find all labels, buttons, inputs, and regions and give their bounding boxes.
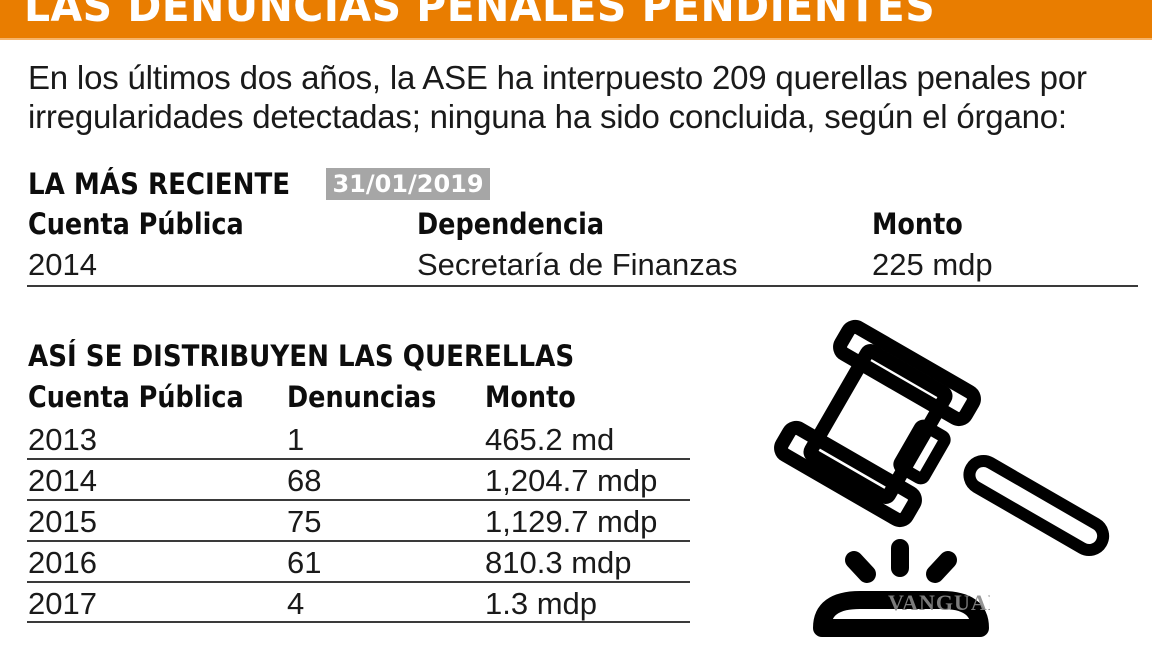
recent-col-cuenta-publica: Cuenta Pública xyxy=(28,207,244,241)
watermark: VANGUARDIA xyxy=(888,590,990,615)
table-row-2014-year: 2014 xyxy=(28,463,97,498)
table-row-divider xyxy=(27,458,690,460)
table-row-2013-year: 2013 xyxy=(28,422,97,457)
table-row-2015-year: 2015 xyxy=(28,504,97,539)
header-bar: LAS DENUNCIAS PENALES PENDIENTES xyxy=(0,0,1152,40)
table-row-divider xyxy=(27,540,690,542)
recent-col-monto: Monto xyxy=(872,207,963,241)
table-row-divider xyxy=(27,581,690,583)
table-row-2015-monto: 1,129.7 mdp xyxy=(485,504,658,539)
table-row-2014-monto: 1,204.7 mdp xyxy=(485,463,658,498)
recent-section-title: LA MÁS RECIENTE xyxy=(28,167,291,201)
table-row-2016-year: 2016 xyxy=(28,545,97,580)
table-row-2013-monto: 465.2 md xyxy=(485,422,615,457)
table-row-2017-monto: 1.3 mdp xyxy=(485,586,598,621)
recent-cell-monto: 225 mdp xyxy=(872,247,993,282)
recent-cell-dependencia: Secretaría de Finanzas xyxy=(417,247,738,282)
table-row-2017-denuncias: 4 xyxy=(287,586,305,621)
table-row-divider xyxy=(27,621,690,623)
distribution-section-title: ASÍ SE DISTRIBUYEN LAS QUERELLAS xyxy=(28,339,575,373)
intro-paragraph: En los últimos dos años, la ASE ha inter… xyxy=(28,58,1138,136)
intro-line-2: irregularidades detectadas; ninguna ha s… xyxy=(28,98,1067,135)
dist-col-cuenta-publica: Cuenta Pública xyxy=(28,380,244,414)
date-badge: 31/01/2019 xyxy=(326,168,490,200)
table-row-2016-denuncias: 61 xyxy=(287,545,322,580)
dist-col-denuncias: Denuncias xyxy=(287,380,437,414)
recent-col-dependencia: Dependencia xyxy=(417,207,605,241)
intro-line-1: En los últimos dos años, la ASE ha inter… xyxy=(28,59,1087,96)
recent-cell-year: 2014 xyxy=(28,247,97,282)
table-row-divider xyxy=(27,499,690,501)
recent-divider xyxy=(27,285,1138,287)
table-row-2015-denuncias: 75 xyxy=(287,504,322,539)
page-title: LAS DENUNCIAS PENALES PENDIENTES xyxy=(24,0,936,32)
table-row-2016-monto: 810.3 mdp xyxy=(485,545,632,580)
gavel-icon xyxy=(774,319,1110,637)
table-row-2017-year: 2017 xyxy=(28,586,97,621)
table-row-2014-denuncias: 68 xyxy=(287,463,322,498)
table-row-2013-denuncias: 1 xyxy=(287,422,305,457)
dist-col-monto: Monto xyxy=(485,380,576,414)
